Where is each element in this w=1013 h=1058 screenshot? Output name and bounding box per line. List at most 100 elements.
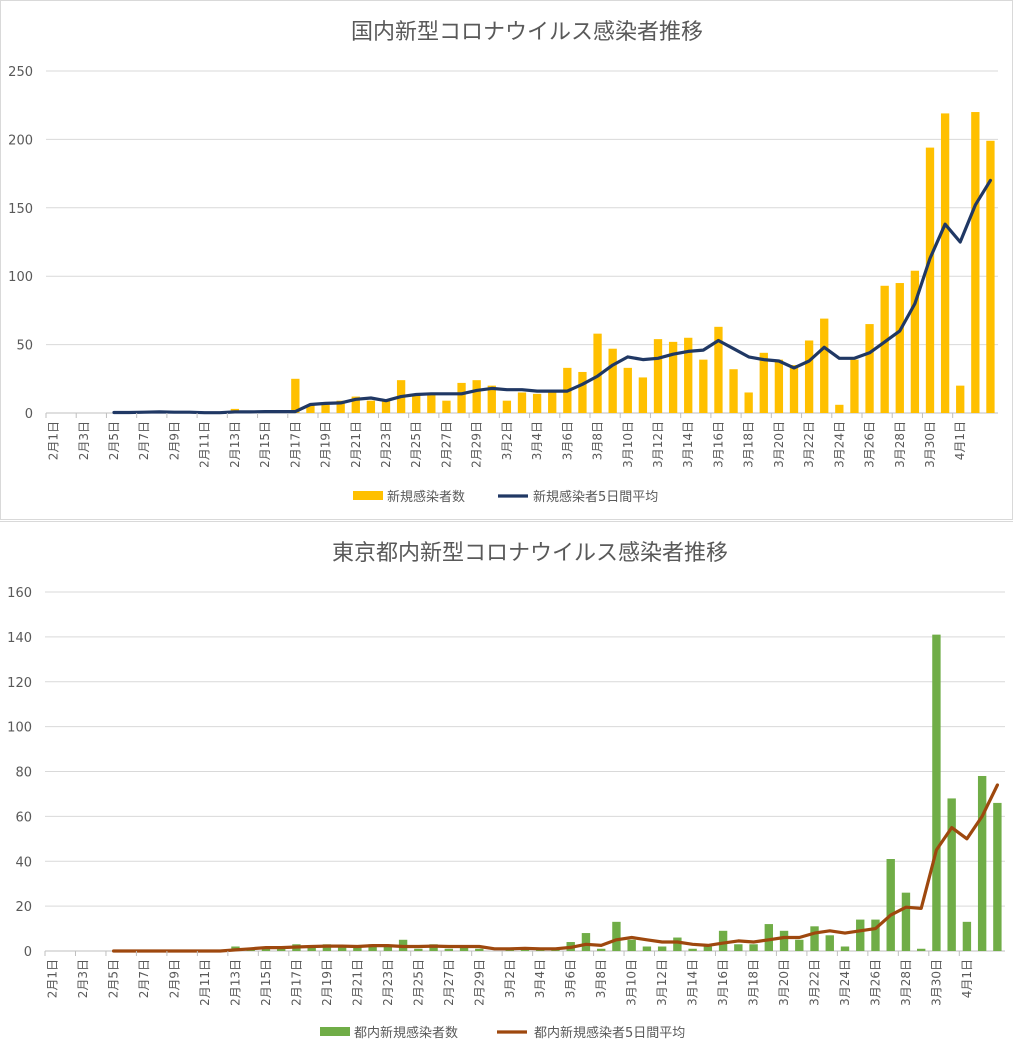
x-tick-label: 2月15日 (259, 959, 273, 1006)
bar (623, 367, 632, 413)
bar (718, 930, 728, 951)
bar (759, 352, 768, 413)
legend-bar-label: 新規感染者数 (387, 489, 465, 505)
x-tick-label: 3月26日 (868, 959, 882, 1006)
x-tick-label: 3月8日 (591, 421, 605, 460)
bar (366, 400, 376, 413)
x-tick-label: 3月12日 (651, 421, 665, 468)
x-tick-label: 4月1日 (960, 959, 974, 998)
bar (917, 948, 926, 951)
bar (835, 404, 844, 413)
bar (925, 147, 935, 413)
x-tick-label: 3月22日 (802, 421, 816, 468)
bar (703, 946, 713, 951)
bar (517, 392, 527, 413)
bar (336, 400, 345, 413)
x-tick-label: 2月27日 (442, 959, 456, 1006)
x-tick-label: 3月18日 (742, 421, 756, 468)
x-tick-label: 2月3日 (77, 421, 91, 460)
legend-bar-swatch (320, 1027, 350, 1036)
bar (638, 377, 648, 413)
bar (856, 919, 865, 951)
bar (993, 802, 1002, 951)
bar (729, 369, 738, 413)
x-tick-label: 3月28日 (899, 959, 913, 1006)
bar (820, 318, 829, 413)
bar (684, 337, 693, 413)
bar (825, 935, 834, 951)
bar (653, 339, 663, 413)
bar (714, 326, 723, 413)
x-tick-label: 2月11日 (198, 421, 212, 468)
x-tick-label: 2月25日 (411, 959, 425, 1006)
bar (734, 944, 743, 951)
x-tick-label: 2月29日 (470, 421, 484, 468)
bar (444, 948, 453, 951)
y-tick-label: 100 (7, 721, 32, 736)
x-tick-label: 3月14日 (681, 421, 695, 468)
x-tick-label: 2月5日 (107, 959, 121, 998)
x-tick-label: 2月13日 (228, 959, 242, 1006)
x-tick-label: 2月19日 (320, 959, 334, 1006)
x-tick-label: 2月23日 (379, 421, 393, 468)
bar (381, 400, 391, 413)
bar (307, 946, 316, 951)
tokyo-chart: 東京都内新型コロナウイルス感染者推移 0 20 40 60 80 100 120 140 160 2… (7, 541, 1005, 1041)
legend-line-label: 新規感染者5日間平均 (533, 489, 658, 505)
x-tick-label: 3月24日 (838, 959, 852, 1006)
y-tick-label: 80 (15, 766, 32, 781)
bar (593, 333, 602, 413)
y-tick-label: 160 (7, 586, 32, 601)
x-tick-label: 2月27日 (439, 421, 453, 468)
bar (414, 948, 423, 951)
bar (886, 859, 895, 951)
bar (597, 948, 606, 951)
x-tick-label: 2月7日 (137, 959, 151, 998)
x-tick-label: 2月29日 (472, 959, 486, 1006)
bar (427, 393, 436, 413)
x-tick-label: 3月4日 (530, 421, 544, 460)
legend-bar-label: 都内新規感染者数 (354, 1025, 458, 1041)
x-tick-label: 2月21日 (350, 959, 364, 1006)
bar (947, 798, 956, 951)
y-tick-label: 60 (15, 810, 32, 825)
x-tick-label: 2月3日 (76, 959, 90, 998)
bar (673, 937, 682, 951)
bar (764, 924, 773, 951)
bar (532, 393, 542, 413)
x-tick-label: 2月11日 (198, 959, 212, 1006)
x-tick-label: 3月8日 (594, 959, 608, 998)
national-chart: 国内新型コロナウイルス感染者推移 0 50 100 150 200 250 2月1日 2月3日 2… (8, 20, 998, 505)
x-tick-label: 3月4日 (533, 959, 547, 998)
y-tick-label: 40 (15, 855, 32, 870)
bar (810, 926, 819, 951)
bar (351, 396, 360, 413)
tokyo-chart-panel: 東京都内新型コロナウイルス感染者推移 0 20 40 60 80 100 120 140 160 2… (0, 521, 1013, 1058)
bar (581, 933, 591, 951)
bar (986, 140, 995, 413)
bar (850, 359, 859, 413)
x-tick-label: 3月12日 (655, 959, 669, 1006)
bar (548, 391, 557, 413)
x-tick-label: 2月9日 (167, 421, 181, 460)
bar (457, 382, 466, 413)
x-tick-label: 3月26日 (863, 421, 877, 468)
x-tick-label: 3月2日 (503, 959, 517, 998)
x-tick-label: 2月7日 (137, 421, 151, 460)
bar (502, 400, 512, 413)
bar (353, 946, 362, 951)
x-tick-label: 2月19日 (319, 421, 333, 468)
x-tick-label: 2月25日 (409, 421, 423, 468)
y-tick-label: 120 (7, 676, 32, 691)
bar (627, 939, 636, 951)
bar (789, 365, 799, 413)
bar (459, 946, 469, 951)
x-tick-label: 3月30日 (923, 421, 937, 468)
bar (795, 939, 804, 951)
bar (880, 285, 889, 413)
bar (668, 341, 678, 413)
x-tick-label: 2月15日 (258, 421, 272, 468)
bar (971, 112, 980, 413)
bar (779, 930, 789, 951)
x-tick-label: 2月17日 (289, 959, 303, 1006)
